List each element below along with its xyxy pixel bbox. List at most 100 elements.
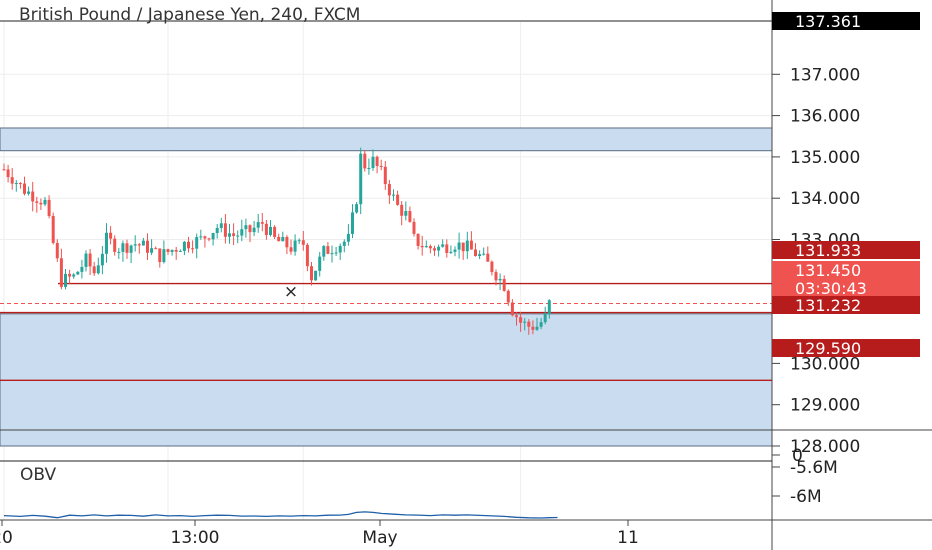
candle-body xyxy=(490,261,494,273)
candle-body xyxy=(14,182,18,184)
candle-body xyxy=(289,247,293,252)
candle-body xyxy=(35,201,39,203)
candle-body xyxy=(314,270,318,281)
candle-body xyxy=(486,253,490,262)
current-price-label: 131.450 xyxy=(795,261,861,280)
candle-body xyxy=(39,202,43,205)
candle-body xyxy=(18,182,22,184)
candle-body xyxy=(133,244,137,246)
candle-body xyxy=(125,243,129,253)
candle-body xyxy=(31,191,35,202)
time-tick-label: 20 xyxy=(0,528,13,548)
candle-body xyxy=(100,253,104,266)
candle-body xyxy=(519,317,523,323)
chart-title: British Pound / Japanese Yen, 240, FXCM xyxy=(19,5,360,25)
candles xyxy=(2,147,551,335)
cross-marker: × xyxy=(284,282,298,302)
candle-body xyxy=(64,273,67,287)
price-tick-label: 135.000 xyxy=(790,148,860,168)
candle-body xyxy=(43,199,47,205)
candle-body xyxy=(211,233,215,240)
candle-body xyxy=(502,278,506,291)
candle-body xyxy=(88,253,92,267)
price-tick-label: 134.000 xyxy=(790,189,860,209)
obv-tick-label: 0 xyxy=(792,446,803,466)
candle-body xyxy=(297,240,301,242)
candle-body xyxy=(433,248,436,251)
candle-body xyxy=(256,222,260,228)
candle-body xyxy=(55,242,59,259)
candle-body xyxy=(457,242,461,250)
candle-body xyxy=(408,211,412,222)
candle-body xyxy=(416,233,420,246)
candle-body xyxy=(240,229,244,236)
candle-body xyxy=(482,253,486,255)
candle-body xyxy=(498,278,502,281)
candle-body xyxy=(129,245,133,253)
support-price-label-bg xyxy=(772,296,920,314)
candle-body xyxy=(437,246,441,251)
candle-body xyxy=(494,272,498,281)
countdown-label-bg xyxy=(772,279,920,297)
candle-body xyxy=(363,153,367,169)
time-axis[interactable]: 20 13:00 May 11 xyxy=(0,520,639,548)
candle-body xyxy=(187,241,190,249)
candle-body xyxy=(293,240,297,252)
candle-body xyxy=(158,248,162,263)
candle-body xyxy=(162,249,166,263)
obv-line xyxy=(3,511,558,519)
candle-body xyxy=(469,240,473,250)
candle-body xyxy=(277,236,281,242)
candle-body xyxy=(396,194,400,205)
candle-body xyxy=(68,273,72,277)
candle-body xyxy=(461,242,465,252)
candle-body xyxy=(269,226,272,235)
candle-body xyxy=(92,266,96,274)
price-axis[interactable]: 137.000136.000135.000134.000133.000130.0… xyxy=(772,65,860,457)
candle-body xyxy=(199,236,203,238)
obv-tick-label: -5.6M xyxy=(790,458,838,478)
candle-body xyxy=(478,254,482,257)
time-tick-label: 11 xyxy=(617,528,639,548)
candle-body xyxy=(379,165,383,167)
candle-body xyxy=(424,246,428,248)
candle-body xyxy=(318,256,322,271)
candle-body xyxy=(248,225,252,233)
candle-body xyxy=(141,240,145,246)
candle-body xyxy=(420,245,424,248)
candle-body xyxy=(465,240,469,252)
level-lines xyxy=(0,282,772,382)
candle-body xyxy=(441,244,445,247)
candle-body xyxy=(72,274,76,277)
candle-body xyxy=(334,252,338,254)
candle-body xyxy=(2,169,6,171)
candle-body xyxy=(359,153,363,205)
candle-body xyxy=(244,225,248,230)
candle-body xyxy=(10,177,14,184)
candle-body xyxy=(150,248,154,253)
candle-body xyxy=(474,249,477,257)
candle-body xyxy=(51,215,55,243)
candle-body xyxy=(170,249,174,252)
candle-body xyxy=(146,240,149,253)
time-tick-label: 13:00 xyxy=(171,528,220,548)
obv-axis[interactable]: 0-5.6M -6M xyxy=(0,446,838,507)
candle-body xyxy=(515,315,518,318)
lower-support-price-label-bg xyxy=(772,339,920,357)
candle-body xyxy=(547,300,551,314)
obv-tick-label: -6M xyxy=(790,487,822,507)
candle-body xyxy=(453,249,457,252)
top-price-label-bg xyxy=(772,12,920,30)
candle-body xyxy=(355,204,359,213)
top-price-label: 137.361 xyxy=(795,12,861,31)
candle-body xyxy=(84,253,88,267)
candle-body xyxy=(367,168,371,170)
candle-body xyxy=(223,223,227,237)
candle-body xyxy=(236,235,240,237)
candle-body xyxy=(445,244,449,253)
candle-body xyxy=(47,199,51,216)
candle-body xyxy=(109,232,113,239)
candle-body xyxy=(59,258,63,287)
